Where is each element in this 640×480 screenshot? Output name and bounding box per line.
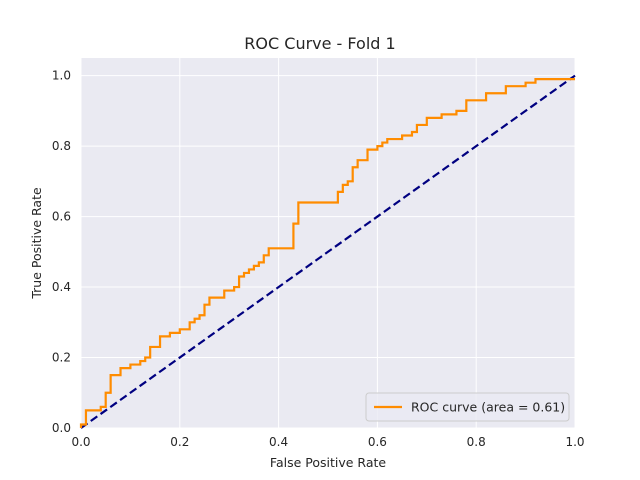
chance-diagonal-line [80,74,576,429]
series-lines [79,74,576,429]
x-tick-label: 0.8 [467,435,486,449]
grid-lines [80,58,576,429]
y-tick-label: 0.8 [52,139,71,153]
legend: ROC curve (area = 0.61) [365,392,570,422]
y-tick-label: 0.2 [52,351,71,365]
y-axis-label: True Positive Rate [29,187,44,300]
y-tick-label: 0.6 [52,210,71,224]
x-tick-label: 1.0 [565,435,584,449]
x-axis-label: False Positive Rate [270,455,386,470]
legend-box [365,392,570,422]
legend-entry-roc-curve: ROC curve (area = 0.61) [411,400,565,415]
tick-labels: 0.0 0.2 0.4 0.6 0.8 1.0 0.0 0.2 0.4 0.6 0.8 1.0 [52,69,585,449]
x-tick-label: 0.4 [269,435,288,449]
x-tick-label: 0.2 [170,435,189,449]
chart-title: ROC Curve - Fold 1 [244,34,395,53]
roc-curve-line [79,78,575,428]
x-tick-label: 0.0 [71,435,90,449]
x-tick-label: 0.6 [368,435,387,449]
plot-area [81,58,575,428]
y-tick-label: 1.0 [52,69,71,83]
y-tick-label: 0.0 [52,421,71,435]
y-tick-label: 0.4 [52,280,71,294]
